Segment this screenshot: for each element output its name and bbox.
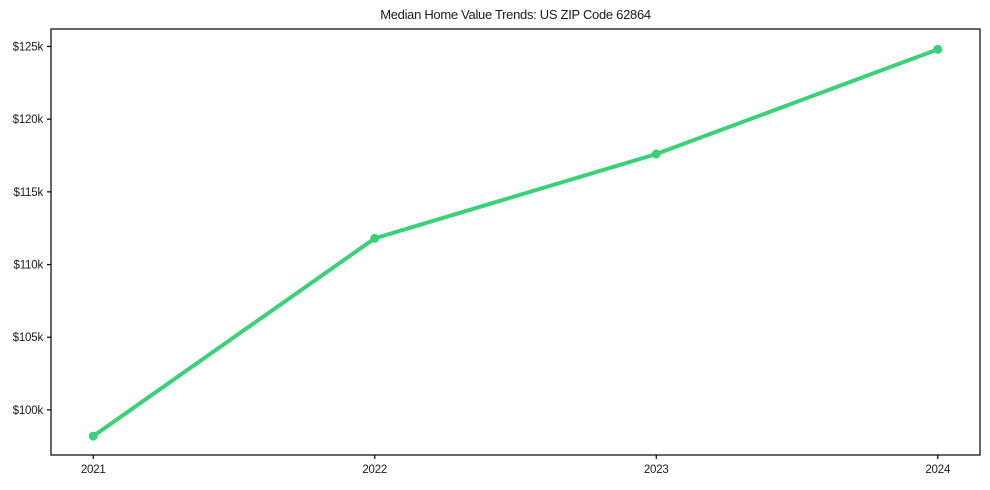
y-tick-label: $100k <box>13 405 44 417</box>
data-point-2024 <box>933 44 943 54</box>
data-point-2022 <box>370 233 380 243</box>
y-tick-label: $125k <box>13 41 44 53</box>
x-tick-label: 2021 <box>81 464 106 476</box>
x-tick-label: 2024 <box>925 464 951 476</box>
plot-border <box>50 28 981 456</box>
y-tick-label: $105k <box>13 332 44 344</box>
data-point-2023 <box>651 149 661 159</box>
trend-line <box>91 47 940 439</box>
chart-title: Median Home Value Trends: US ZIP Code 62… <box>380 7 651 22</box>
x-tick-label: 2023 <box>644 464 669 476</box>
data-point-2021 <box>88 431 98 441</box>
y-tick-label: $110k <box>14 260 44 272</box>
y-tick-label: $115k <box>14 187 44 199</box>
x-tick-label: 2022 <box>362 464 387 476</box>
y-tick-label: $120k <box>13 114 44 126</box>
